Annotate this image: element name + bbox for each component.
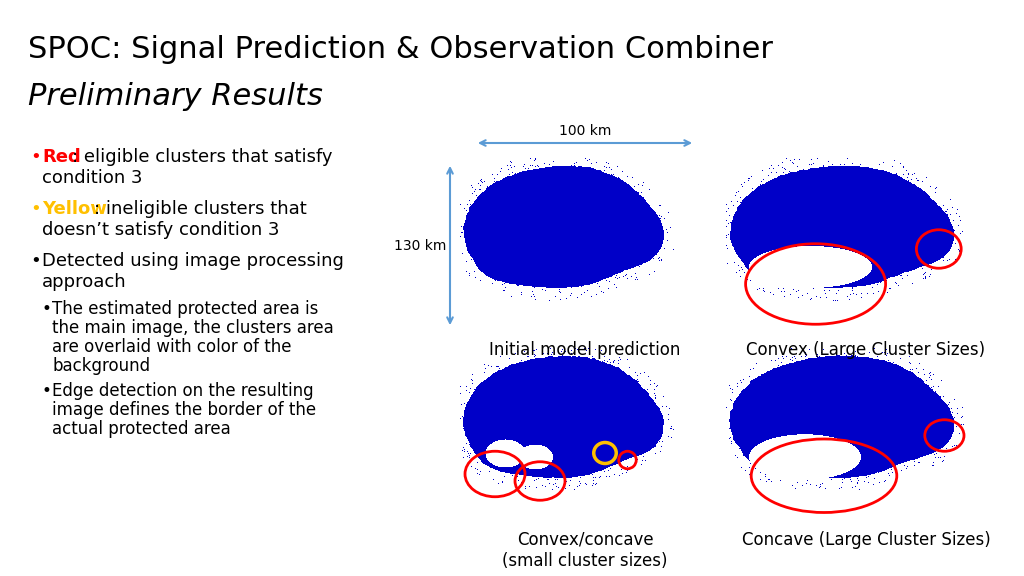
Text: : eligible clusters that satisfy: : eligible clusters that satisfy — [72, 148, 333, 166]
Text: approach: approach — [42, 273, 127, 291]
Text: background: background — [52, 357, 151, 375]
Text: : ineligible clusters that: : ineligible clusters that — [94, 200, 307, 218]
Text: are overlaid with color of the: are overlaid with color of the — [52, 338, 292, 356]
Text: 100 km: 100 km — [559, 124, 611, 138]
Text: Convex (Large Cluster Sizes): Convex (Large Cluster Sizes) — [746, 341, 985, 359]
Text: •: • — [42, 382, 52, 400]
Text: SPOC: Signal Prediction & Observation Combiner: SPOC: Signal Prediction & Observation Co… — [28, 35, 773, 64]
Text: •: • — [42, 300, 52, 318]
Text: •: • — [30, 200, 41, 218]
Text: Preliminary Results: Preliminary Results — [28, 82, 323, 111]
Text: doesn’t satisfy condition 3: doesn’t satisfy condition 3 — [42, 221, 280, 239]
Text: Edge detection on the resulting: Edge detection on the resulting — [52, 382, 313, 400]
Text: condition 3: condition 3 — [42, 169, 142, 187]
Text: 130 km: 130 km — [393, 238, 446, 252]
Text: Convex/concave
(small cluster sizes): Convex/concave (small cluster sizes) — [502, 531, 668, 570]
Text: The estimated protected area is: The estimated protected area is — [52, 300, 318, 318]
Text: the main image, the clusters area: the main image, the clusters area — [52, 319, 334, 337]
Text: actual protected area: actual protected area — [52, 420, 230, 438]
Text: Red: Red — [42, 148, 81, 166]
Text: •: • — [30, 252, 41, 270]
Text: Detected using image processing: Detected using image processing — [42, 252, 344, 270]
Text: Concave (Large Cluster Sizes): Concave (Large Cluster Sizes) — [741, 531, 990, 549]
Text: Initial model prediction: Initial model prediction — [489, 341, 681, 359]
Text: image defines the border of the: image defines the border of the — [52, 401, 316, 419]
Text: Yellow: Yellow — [42, 200, 106, 218]
Text: •: • — [30, 148, 41, 166]
